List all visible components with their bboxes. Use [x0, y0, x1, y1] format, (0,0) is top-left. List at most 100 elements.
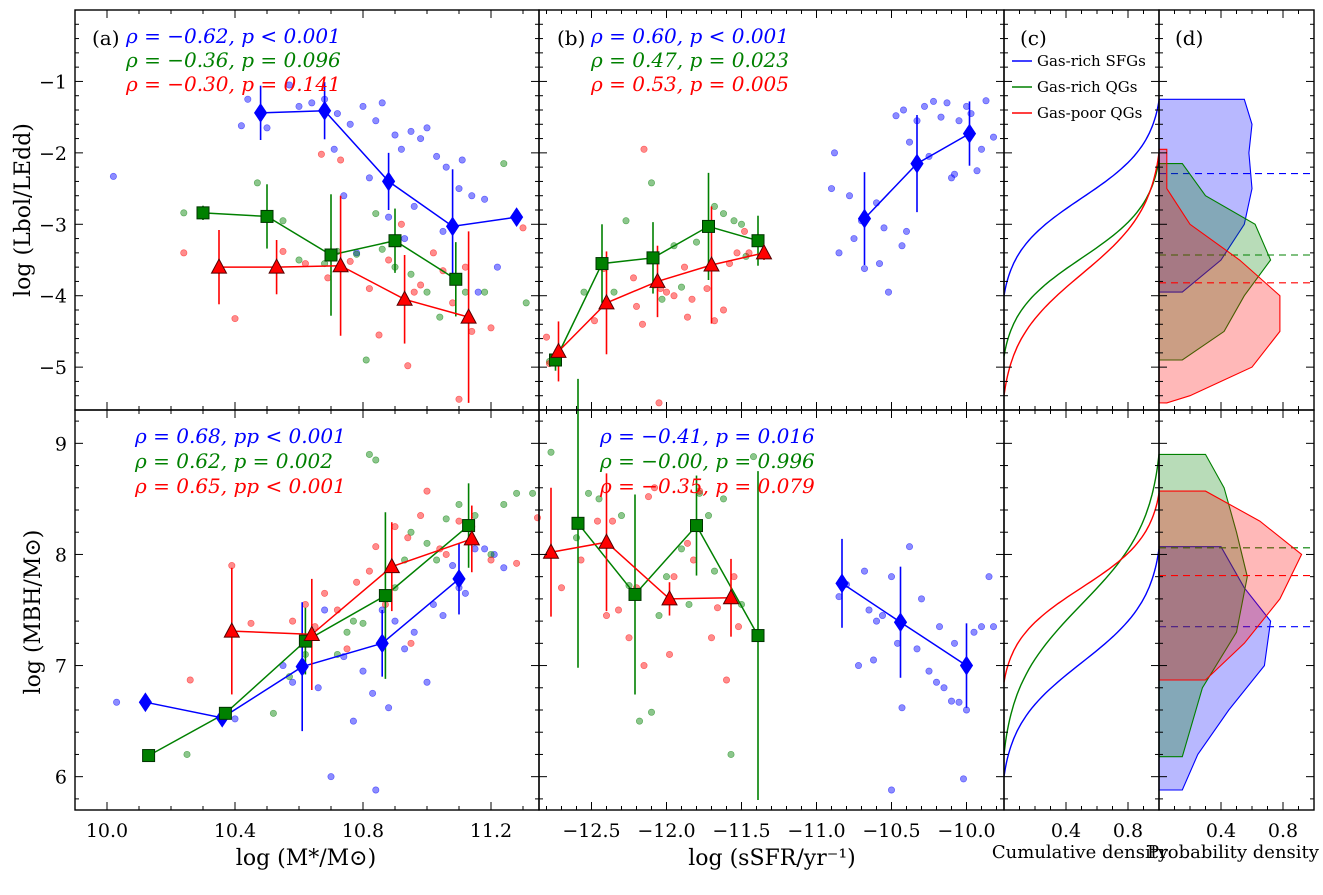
scatter-point-f-sfg — [865, 606, 873, 614]
scatter-point-e-rqg — [471, 512, 479, 520]
scatter-point-a-pqg — [365, 285, 373, 293]
scatter-point-f-pqg — [722, 676, 730, 684]
scatter-point-b-sfg — [845, 192, 853, 200]
scatter-point-a-sfg — [481, 195, 489, 203]
scatter-point-b-sfg — [898, 242, 906, 250]
scatter-point-e-sfg — [369, 689, 377, 697]
binned-marker-e-sfg — [138, 692, 153, 713]
frame-edd-cdf — [1003, 9, 1160, 411]
scatter-point-f-pqg — [614, 606, 622, 614]
cdf-curve-mbh-pqg — [1003, 493, 1160, 683]
x-tick-label-ssfr: −10.5 — [862, 820, 920, 842]
scatter-point-f-pqg — [670, 573, 678, 581]
scatter-point-e-sfg — [461, 589, 469, 597]
scatter-point-f-pqg — [644, 493, 652, 501]
scatter-point-e-sfg — [289, 678, 297, 686]
scatter-point-a-pqg — [519, 224, 527, 232]
scatter-point-e-rqg — [433, 556, 441, 564]
binned-marker-b-pqg — [755, 243, 773, 260]
scatter-point-e-rqg — [500, 500, 508, 508]
binned-marker-a-rqg — [196, 206, 210, 220]
annotation-b-sfg: ρ = 0.60, p < 0.001 — [590, 24, 789, 48]
scatter-point-b-sfg — [920, 102, 928, 110]
binned-marker-e-sfg — [295, 656, 309, 677]
scatter-point-b-sfg — [835, 249, 843, 257]
binned-marker-f-rqg — [751, 629, 765, 643]
scatter-point-b-pqg — [703, 285, 711, 293]
scatter-point-e-pqg — [372, 543, 380, 551]
scatter-point-e-sfg — [471, 545, 479, 553]
scatter-point-a-pqg — [180, 249, 188, 257]
scatter-point-f-rqg — [547, 448, 555, 456]
binned-line-a-pqg — [219, 264, 469, 318]
binned-marker-b-rqg — [646, 251, 660, 265]
scatter-point-a-pqg — [397, 220, 405, 228]
scatter-point-a-sfg — [439, 227, 447, 235]
scatter-point-e-pqg — [407, 639, 415, 647]
cdf-curve-mbh-rqg — [1003, 454, 1160, 755]
scatter-point-a-sfg — [263, 124, 271, 132]
scatter-point-a-sfg — [493, 263, 501, 271]
scatter-point-a-rqg — [372, 210, 380, 218]
scatter-point-f-rqg — [635, 717, 643, 725]
scatter-point-f-pqg — [713, 604, 721, 612]
scatter-point-a-pqg — [317, 150, 325, 158]
binned-marker-e-pqg — [383, 557, 401, 574]
scatter-point-a-sfg — [391, 131, 399, 139]
binned-marker-b-pqg — [550, 342, 567, 358]
scatter-point-a-rqg — [436, 313, 444, 321]
scatter-point-f-sfg — [917, 595, 925, 603]
scatter-point-a-rqg — [378, 245, 386, 253]
scatter-point-b-pqg — [590, 317, 598, 325]
scatter-point-e-sfg — [385, 704, 393, 712]
scatter-point-e-rqg — [423, 539, 431, 547]
scatter-point-b-pqg — [629, 274, 637, 282]
annotation-f-pqg: ρ = −0.35, p = 0.079 — [599, 474, 815, 498]
scatter-point-a-pqg — [487, 324, 495, 332]
binned-marker-b-rqg — [702, 219, 715, 233]
scatter-point-f-pqg — [557, 584, 565, 592]
scatter-point-e-rqg — [183, 750, 191, 758]
scatter-point-e-sfg — [349, 717, 357, 725]
scatter-point-f-pqg — [707, 634, 715, 642]
x-axis-label-pdf: Probability density — [1147, 842, 1320, 863]
scatter-point-a-rqg — [407, 270, 415, 278]
scatter-point-e-pqg — [417, 512, 425, 520]
scatter-point-f-sfg — [872, 617, 880, 625]
scatter-point-b-pqg — [640, 145, 648, 153]
scatter-point-a-sfg — [378, 99, 386, 107]
scatter-point-b-pqg — [655, 399, 663, 407]
scatter-point-e-sfg — [410, 628, 418, 636]
scatter-point-e-pqg — [353, 578, 361, 586]
x-tick-label-mass: 11.2 — [470, 820, 512, 842]
scatter-point-b-pqg — [662, 288, 670, 296]
annotation-a-pqg: ρ = −0.30, p = 0.141 — [125, 72, 341, 96]
binned-marker-f-sfg — [893, 612, 908, 633]
axes-ticks: 10.0 10.4 10.8 11.2 −12.5 −12.0 −11.5 −11.0 −10.… — [39, 9, 1315, 842]
scatter-point-f-rqg — [749, 453, 757, 461]
scatter-point-a-pqg — [337, 156, 345, 164]
scatter-point-f-rqg — [719, 495, 727, 503]
scatter-point-e-rqg — [513, 489, 521, 497]
binned-marker-a-rqg — [388, 234, 402, 248]
scatter-point-f-pqg — [683, 539, 691, 547]
scatter-point-b-rqg — [730, 217, 738, 225]
binned-marker-e-rqg — [378, 589, 392, 603]
binned-marker-f-pqg — [542, 543, 560, 559]
scatter-point-a-pqg — [375, 331, 383, 339]
scatter-point-a-sfg — [359, 102, 367, 110]
cdf-curve-edd-rqg — [1003, 159, 1160, 357]
scatter-point-a-pqg — [279, 247, 287, 255]
scatter-point-e-pqg — [487, 556, 495, 564]
scatter-point-a-pqg — [468, 327, 476, 335]
frame-mbh-cdf — [1003, 409, 1160, 811]
binned-marker-a-sfg — [253, 102, 268, 123]
annotation-a-sfg: ρ = −0.62, p < 0.001 — [125, 24, 341, 48]
scatter-point-b-pqg — [688, 295, 696, 303]
scatter-point-a-sfg — [346, 120, 354, 128]
x-axis-label-cdf: Cumulative density — [992, 842, 1169, 863]
scatter-point-b-rqg — [622, 217, 630, 225]
scatter-point-b-rqg — [658, 295, 666, 303]
scatter-point-a-rqg — [353, 250, 361, 258]
